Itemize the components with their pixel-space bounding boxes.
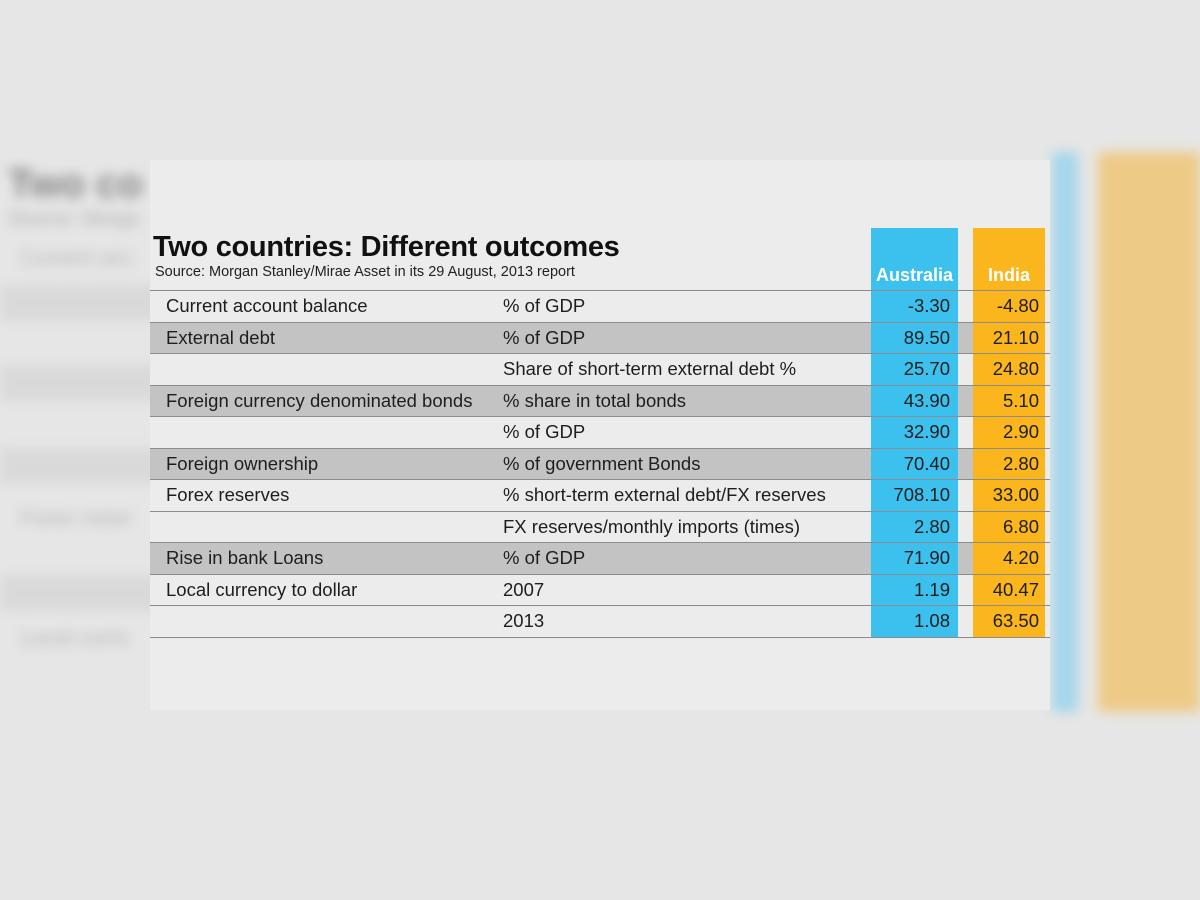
india-value-cell: -4.80 [996,295,1039,316]
metric-cell: % of GDP [503,326,586,348]
australia-column-band [871,228,958,638]
india-value-cell: 63.50 [992,610,1039,631]
australia-value-cell: 1.08 [913,610,950,631]
india-value-cell: 24.80 [992,358,1039,379]
table-row: Rise in bank Loans % of GDP 71.90 4.20 [150,542,1050,574]
blurred-band [0,575,160,611]
blurred-text: Current acc [20,245,134,270]
table-row: Foreign currency denominated bonds % shar… [150,384,1050,416]
indicator-cell: Current account balance [166,295,368,316]
indicator-cell: Foreign currency denominated bonds [166,389,473,411]
indicator-cell: Forex reserves [166,484,290,505]
table-row: % of GDP 32.90 2.90 [150,416,1050,448]
metric-cell: % of GDP [503,295,586,316]
india-value-cell: 40.47 [992,578,1039,600]
india-value-cell: 6.80 [1002,515,1039,537]
blurred-title: Two co [8,162,143,206]
infographic-card: Two countries: Different outcomes Source… [150,160,1050,710]
indicator-cell: Foreign ownership [166,452,319,474]
table-row: Share of short-term external debt % 25.70… [150,353,1050,385]
table-row: Current account balance % of GDP -3.30 -4.8… [150,290,1050,322]
australia-value-cell: 70.40 [903,452,950,474]
indicator-cell: Local currency to dollar [166,578,358,600]
australia-value-cell: 71.90 [903,547,950,568]
row-shading [150,385,871,416]
australia-value-cell: -3.30 [907,295,950,316]
indicator-cell: External debt [166,326,276,348]
india-value-cell: 5.10 [1002,389,1039,411]
blurred-australia-column [1052,152,1078,712]
table-row: Forex reserves % short-term external debt… [150,479,1050,511]
metric-cell: % of GDP [503,421,586,442]
indicator-cell: Rise in bank Loans [166,547,324,568]
india-value-cell: 21.10 [992,326,1039,348]
australia-value-cell: 2.80 [913,515,950,537]
australia-value-cell: 32.90 [903,421,950,442]
metric-cell: % of GDP [503,547,586,568]
metric-cell: % short-term external debt/FX reserves [503,484,826,505]
row-shading [958,448,973,479]
metric-cell: 2013 [503,610,545,631]
australia-value-cell: 43.90 [903,389,950,411]
table-row: Foreign ownership % of government Bonds 70… [150,447,1050,479]
blurred-background: Two co Source: Morga Current acc Forex r… [0,140,1200,712]
australia-value-cell: 708.10 [893,484,950,505]
metric-cell: 2007 [503,578,545,600]
blurred-text: Local curre [20,625,129,650]
row-shading [150,448,871,479]
australia-value-cell: 25.70 [903,358,950,379]
metric-cell: Share of short-term external debt % [503,358,797,379]
row-shading [150,543,871,574]
chart-title: Two countries: Different outcomes [153,231,620,263]
blurred-subtitle: Source: Morga [8,208,140,230]
table-row: Local currency to dollar 2007 1.19 40.47 [150,573,1050,606]
metric-cell: FX reserves/monthly imports (times) [503,515,801,537]
blurred-band [0,365,160,401]
row-shading [958,385,973,416]
data-table: Current account balance % of GDP -3.30 -4.8… [150,290,1050,638]
blurred-india-column [1098,152,1200,712]
blurred-band [0,448,160,484]
blurred-text: Forex reser [20,505,133,530]
table-row: FX reserves/monthly imports (times) 2.80 6… [150,510,1050,543]
row-shading [958,322,973,353]
row-shading [150,322,871,353]
india-column-header: India [987,265,1030,285]
blurred-band [0,285,160,321]
metric-cell: % of government Bonds [503,452,701,474]
australia-column-header: Australia [875,265,954,285]
table-row: External debt % of GDP 89.50 21.10 [150,321,1050,353]
india-value-cell: 4.20 [1002,547,1039,568]
india-value-cell: 2.90 [1002,421,1039,442]
metric-cell: % share in total bonds [503,389,687,411]
australia-value-cell: 1.19 [913,578,950,600]
india-value-cell: 2.80 [1002,452,1039,474]
india-column-band [973,228,1045,638]
source-note: Source: Morgan Stanley/Mirae Asset in it… [155,264,575,280]
table-row: 2013 1.08 63.50 [150,605,1050,638]
row-shading [958,543,973,574]
australia-value-cell: 89.50 [903,326,950,348]
india-value-cell: 33.00 [992,484,1039,505]
